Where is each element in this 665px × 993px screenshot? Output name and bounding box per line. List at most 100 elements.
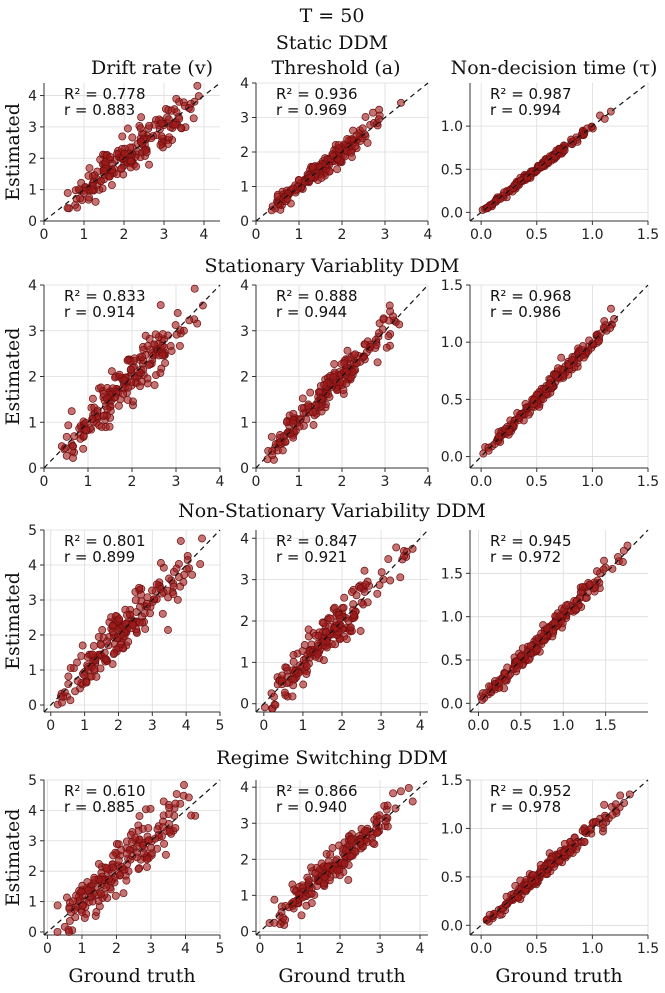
scatter-point xyxy=(64,421,73,430)
scatter-point xyxy=(132,162,141,171)
scatter-point xyxy=(384,555,393,564)
x-tick-label: 1.5 xyxy=(637,941,659,957)
scatter-point xyxy=(396,787,405,796)
identity-line xyxy=(43,82,221,222)
scatter-point xyxy=(620,799,629,807)
scatter-point xyxy=(138,352,147,361)
scatter-point xyxy=(62,432,71,441)
scatter-point xyxy=(379,315,388,324)
scatter-point xyxy=(107,181,116,190)
scatter-point xyxy=(137,113,146,122)
y-tick-label: 3 xyxy=(240,111,249,127)
scatter-point xyxy=(106,153,115,162)
scatter-point xyxy=(193,319,202,328)
scatter-point xyxy=(136,124,145,133)
scatter-point xyxy=(342,635,351,644)
scatter-point xyxy=(304,625,313,634)
scatter-point xyxy=(138,841,147,850)
scatter-point xyxy=(64,672,73,681)
x-tick-label: 1 xyxy=(295,227,304,243)
scatter-point xyxy=(196,560,205,569)
scatter-point xyxy=(146,804,155,813)
scatter-point xyxy=(356,838,365,846)
identity-line xyxy=(469,284,649,469)
scatter-point xyxy=(142,148,151,157)
scatter-point xyxy=(325,167,334,176)
scatter-point xyxy=(517,651,526,660)
scatter-point xyxy=(64,680,73,689)
y-tick-label: 5 xyxy=(28,523,37,539)
scatter-point xyxy=(180,781,188,789)
scatter-point xyxy=(103,637,112,646)
scatter-point xyxy=(392,543,401,552)
scatter-point xyxy=(126,365,135,374)
scatter-point xyxy=(97,177,105,185)
scatter-point xyxy=(156,369,165,377)
scatter-point xyxy=(114,401,123,410)
scatter-point xyxy=(135,368,144,377)
x-tick-label: 3 xyxy=(160,227,169,243)
y-tick-label: 0.0 xyxy=(441,450,463,466)
scatter-point xyxy=(386,307,395,316)
scatter-point xyxy=(625,790,634,799)
x-tick-label: 1.5 xyxy=(594,718,616,734)
x-tick-label: 4 xyxy=(424,227,433,243)
r2-annotation: R² = 0.778 xyxy=(64,85,145,103)
x-tick-label: 1.0 xyxy=(581,474,603,490)
scatter-point xyxy=(97,889,105,898)
scatter-point xyxy=(89,642,98,650)
y-tick-label: 3 xyxy=(28,120,37,136)
scatter-point xyxy=(165,803,174,812)
x-axis-label: Ground truth xyxy=(495,965,622,987)
scatter-point xyxy=(145,160,153,169)
scatter-point xyxy=(295,890,304,899)
scatter-point xyxy=(172,564,181,573)
scatter-point xyxy=(320,873,329,882)
scatter-point xyxy=(103,405,112,413)
y-tick-label: 2 xyxy=(240,145,249,161)
scatter-point xyxy=(336,614,345,623)
x-tick-label: 2 xyxy=(338,718,347,734)
scatter-point xyxy=(158,351,167,360)
scatter-point xyxy=(614,552,622,561)
x-tick-label: 4 xyxy=(182,718,191,734)
scatter-point xyxy=(356,627,365,635)
scatter-point xyxy=(131,833,140,842)
scatter-point xyxy=(78,641,87,650)
scatter-point xyxy=(175,341,184,350)
scatter-point xyxy=(340,359,349,368)
scatter-point xyxy=(267,206,276,215)
y-tick-label: 1.0 xyxy=(441,821,463,837)
scatter-point xyxy=(92,672,101,681)
scatter-point xyxy=(585,580,594,589)
scatter-point xyxy=(164,626,172,634)
x-tick-label: 2 xyxy=(128,474,137,490)
scatter-point xyxy=(306,388,315,397)
y-tick-label: 2 xyxy=(240,614,249,630)
scatter-point xyxy=(277,677,286,686)
scatter-point xyxy=(340,859,349,868)
x-tick-label: 1 xyxy=(84,474,93,490)
y-tick-label: 1 xyxy=(240,180,249,196)
y-axis-label: Estimated xyxy=(2,809,24,907)
scatter-point xyxy=(260,703,269,712)
y-tick-label: 4 xyxy=(28,803,37,819)
scatter-point xyxy=(334,141,343,150)
scatter-point xyxy=(511,881,520,890)
identity-line xyxy=(43,529,221,713)
scatter-point xyxy=(76,194,85,203)
scatter-point xyxy=(289,681,298,690)
scatter-point xyxy=(185,564,194,573)
scatter-point xyxy=(99,412,108,420)
scatter-point xyxy=(135,812,144,821)
scatter-point xyxy=(358,124,367,133)
r2-annotation: R² = 0.888 xyxy=(276,287,357,305)
y-tick-label: 4 xyxy=(240,76,249,92)
scatter-point xyxy=(85,193,94,202)
scatter-point xyxy=(164,115,173,124)
scatter-point xyxy=(586,824,595,833)
scatter-point xyxy=(141,624,150,633)
scatter-point xyxy=(166,342,175,350)
